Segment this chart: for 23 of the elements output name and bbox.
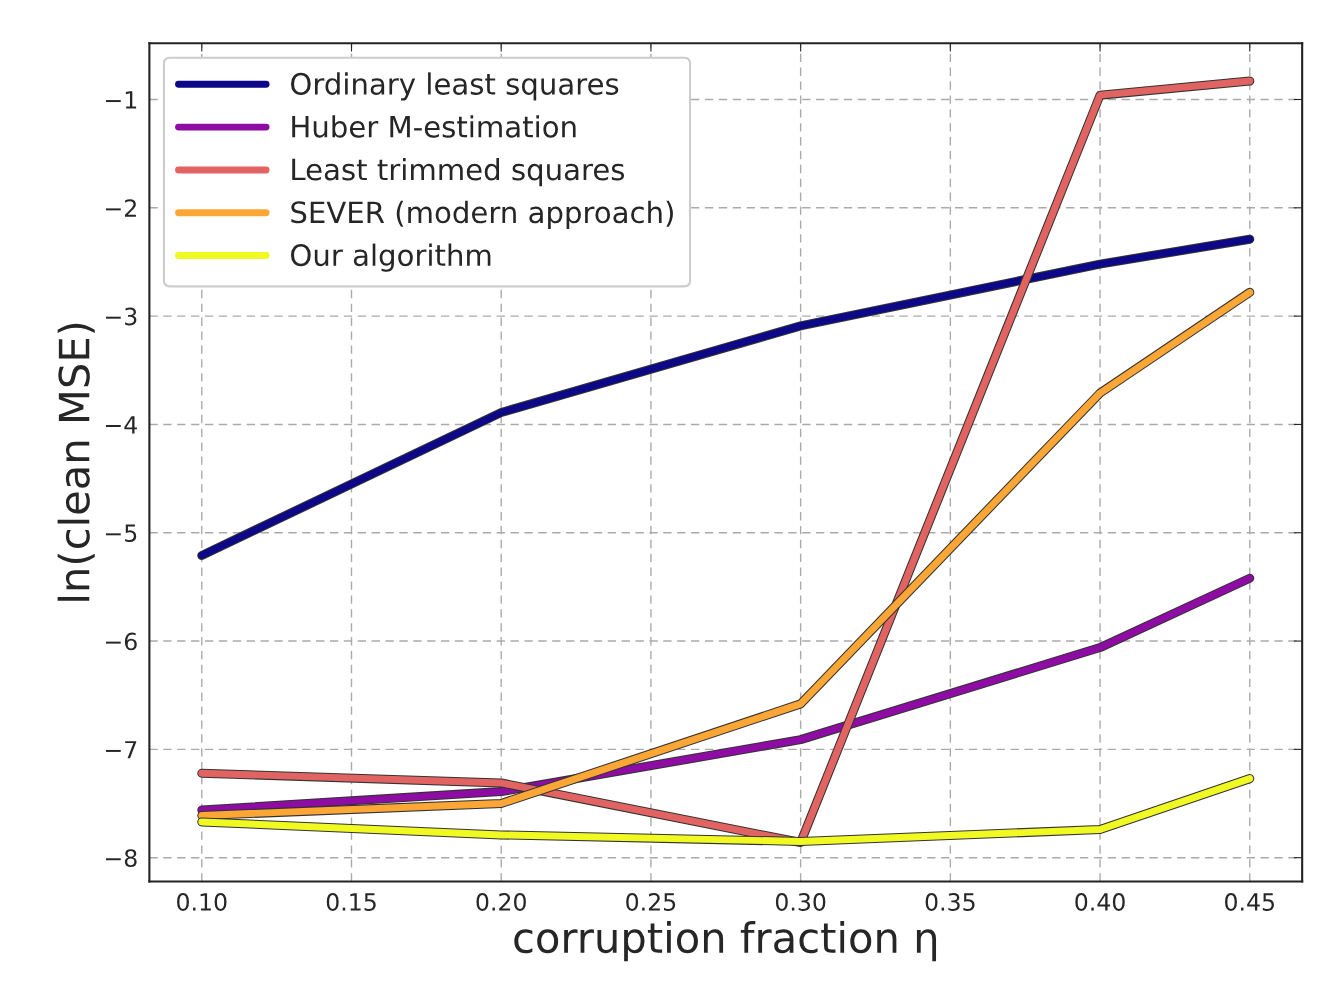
x-tick-label: 0.30: [775, 893, 826, 911]
y-axis-title: ln(clean MSE): [57, 323, 95, 601]
x-tick-label: 0.15: [326, 893, 376, 911]
legend-label: SEVER (modern approach): [291, 200, 673, 229]
y-tick-label: −3: [105, 307, 137, 326]
y-tick-label: −1: [105, 91, 137, 109]
legend-label: Least trimmed squares: [292, 157, 625, 187]
x-tick-label: 0.45: [1225, 893, 1274, 911]
y-tick-label: −5: [105, 524, 137, 543]
y-tick-label: −7: [105, 741, 137, 759]
y-tick-label: −4: [105, 416, 137, 434]
legend-label: Our algorithm: [291, 243, 491, 272]
x-axis-title: corruption fraction η: [514, 921, 937, 962]
legend-label: Ordinary least squares: [291, 72, 619, 101]
x-tick-label: 0.25: [626, 893, 676, 911]
y-tick-label: −2: [105, 199, 136, 217]
y-tick-label: −8: [105, 849, 137, 867]
x-tick-label: 0.20: [476, 893, 526, 911]
y-tick-label: −6: [105, 632, 137, 651]
legend-label: Huber M-estimation: [292, 115, 576, 138]
x-tick-label: 0.40: [1075, 893, 1125, 911]
x-tick-label: 0.35: [925, 893, 975, 911]
x-tick-label: 0.10: [177, 893, 227, 911]
